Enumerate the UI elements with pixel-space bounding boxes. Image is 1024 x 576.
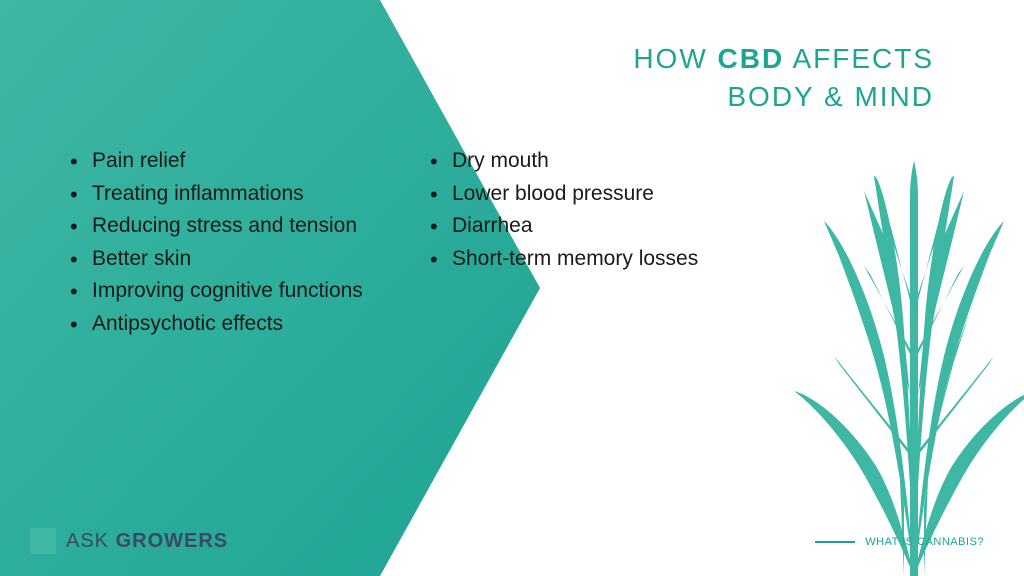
logo-square-icon: [30, 528, 56, 554]
title-pre: HOW: [633, 43, 717, 74]
logo-text: ASK GROWERS: [66, 530, 228, 553]
plant-silhouette: [784, 156, 1024, 576]
title-post: AFFECTS: [784, 43, 934, 74]
title-bold: CBD: [718, 43, 785, 74]
list-item: Reducing stress and tension: [70, 210, 370, 243]
positive-effects-column: Pain reliefTreating inflammationsReducin…: [70, 145, 370, 340]
list-item: Antipsychotic effects: [70, 308, 370, 341]
side-effects-list: Dry mouthLower blood pressureDiarrheaSho…: [430, 145, 730, 275]
list-item: Diarrhea: [430, 210, 730, 243]
brand-logo: ASK GROWERS: [30, 528, 228, 554]
list-item: Improving cognitive functions: [70, 275, 370, 308]
logo-word-2: GROWERS: [116, 530, 229, 552]
side-effects-column: Dry mouthLower blood pressureDiarrheaSho…: [430, 145, 730, 340]
content-lists: Pain reliefTreating inflammationsReducin…: [70, 145, 730, 340]
title-line2: BODY & MIND: [633, 78, 934, 116]
page-title: HOW CBD AFFECTS BODY & MIND: [633, 40, 934, 116]
list-item: Pain relief: [70, 145, 370, 178]
list-item: Treating inflammations: [70, 178, 370, 211]
list-item: Lower blood pressure: [430, 178, 730, 211]
logo-word-1: ASK: [66, 530, 116, 552]
list-item: Better skin: [70, 243, 370, 276]
footer-label: WHAT IS CANNABIS?: [865, 536, 984, 548]
footer-dash-icon: [815, 541, 855, 543]
positive-effects-list: Pain reliefTreating inflammationsReducin…: [70, 145, 370, 340]
list-item: Dry mouth: [430, 145, 730, 178]
footer-tag: WHAT IS CANNABIS?: [815, 536, 984, 548]
list-item: Short-term memory losses: [430, 243, 730, 276]
